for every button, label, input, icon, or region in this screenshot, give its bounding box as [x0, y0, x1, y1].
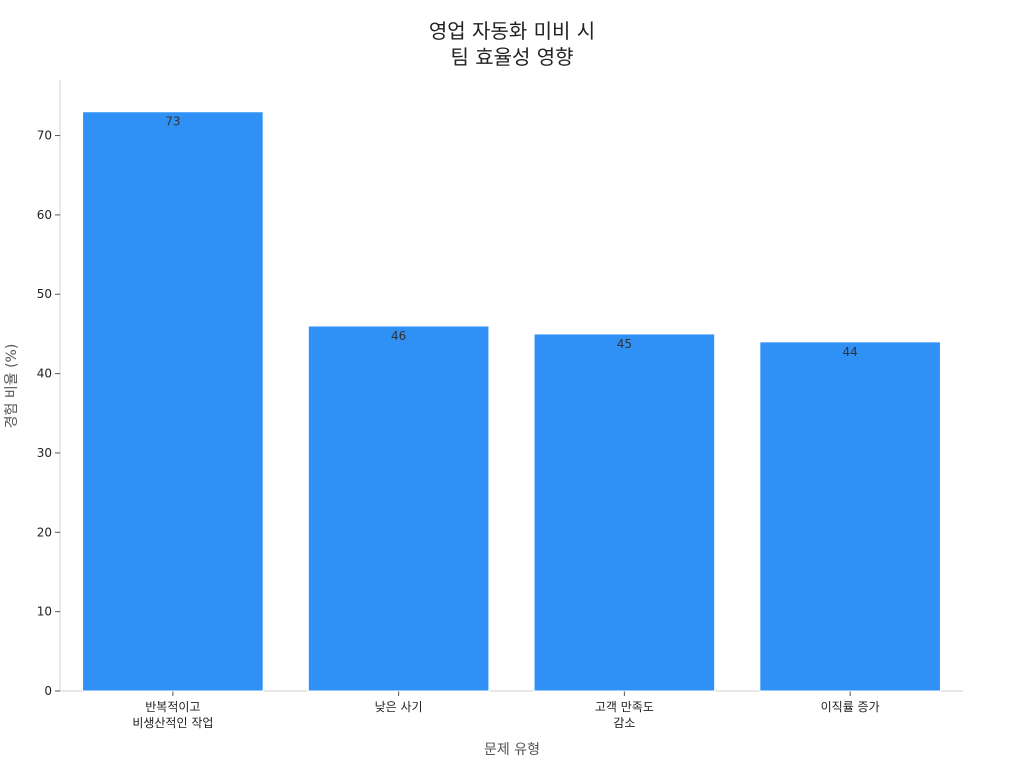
x-tick-label: 감소	[613, 716, 635, 730]
bar-value-label: 46	[391, 329, 406, 343]
x-tick-label: 낮은 사기	[375, 700, 423, 714]
bar-value-label: 45	[617, 337, 632, 351]
y-tick-label: 0	[44, 684, 52, 698]
x-tick-label: 비생산적인 작업	[132, 716, 213, 730]
bar	[307, 325, 490, 692]
chart-title-line-1: 영업 자동화 미비 시	[428, 19, 596, 43]
bar-value-label: 73	[165, 115, 180, 129]
chart-title: 영업 자동화 미비 시 팀 효율성 영향	[0, 18, 1024, 70]
x-tick-label: 고객 만족도	[595, 700, 654, 714]
x-axis-title: 문제 유형	[484, 742, 540, 758]
y-tick-label: 30	[37, 446, 52, 460]
bars-group	[82, 111, 941, 692]
bar	[759, 341, 941, 692]
x-tick-label: 반복적이고	[145, 700, 200, 714]
y-tick-label: 40	[37, 367, 52, 381]
bar-value-label: 44	[842, 345, 857, 359]
x-tick-label: 이직률 증가	[821, 700, 880, 714]
y-tick-label: 20	[37, 525, 52, 539]
y-tick-label: 70	[37, 129, 52, 143]
y-tick-label: 10	[37, 605, 52, 619]
bar	[82, 111, 264, 692]
bar-labels-group: 73 46 45 44	[165, 115, 858, 359]
chart-title-line-2: 팀 효율성 영향	[450, 45, 574, 69]
bar	[533, 333, 716, 692]
y-axis-title: 경험 비율 (%)	[4, 344, 20, 429]
y-axis: 0 10 20 30 40 50 60 70	[37, 80, 61, 698]
y-tick-label: 50	[37, 287, 52, 301]
y-tick-label: 60	[37, 208, 52, 222]
